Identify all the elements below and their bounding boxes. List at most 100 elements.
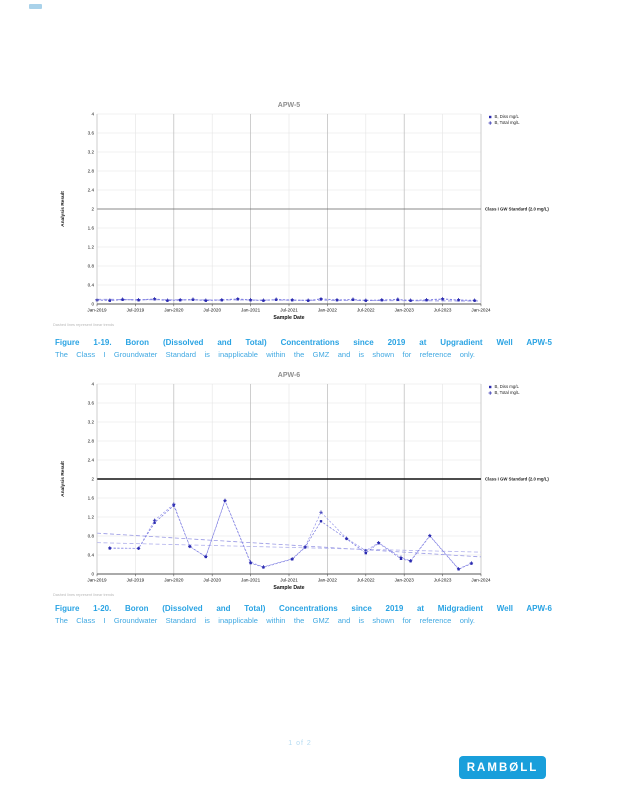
x-tick-label: Jul-2019 — [127, 308, 145, 313]
figure-1-20-caption: Figure 1-20. Boron (Dissolved and Total)… — [55, 603, 552, 626]
plus-marker — [188, 544, 192, 549]
legend-label: B, Diss mg/L — [495, 384, 520, 389]
x-tick-label: Jan-2023 — [395, 308, 415, 313]
plus-marker — [223, 498, 227, 503]
square-marker — [153, 521, 156, 524]
plus-marker — [204, 554, 208, 559]
plus-marker — [178, 298, 182, 302]
plus-marker — [380, 298, 384, 302]
plus-marker — [469, 561, 474, 565]
ramboll-logo-text: RAMBØLL — [466, 761, 539, 774]
plus-marker — [136, 546, 141, 551]
x-tick-label: Jan-2020 — [164, 578, 184, 583]
y-tick-label: 0 — [91, 302, 94, 307]
standard-line-label: Class I GW Standard (2.0 mg/L) — [485, 207, 549, 212]
y-tick-label: 2 — [91, 207, 94, 212]
page-number: 1 of 2 — [288, 740, 312, 747]
plus-marker — [472, 298, 477, 302]
trend-line-1 — [96, 542, 482, 553]
legend: B, Diss mg/LB, Total mg/L — [488, 384, 521, 395]
plus-marker — [152, 297, 157, 301]
square-marker — [364, 551, 367, 555]
plus-marker — [408, 559, 413, 563]
plus-marker — [456, 567, 461, 571]
plus-marker — [108, 298, 112, 302]
plus-marker — [191, 297, 195, 301]
y-tick-label: 2.8 — [88, 169, 95, 174]
y-tick-label: 2.4 — [88, 188, 95, 193]
y-tick-label: 2.8 — [88, 439, 95, 444]
plus-marker — [290, 557, 294, 561]
plus-marker — [428, 533, 432, 538]
y-axis-title: Analysis Result — [60, 461, 66, 497]
x-tick-label: Jan-2022 — [318, 308, 338, 313]
y-tick-label: 2.4 — [88, 458, 95, 463]
chart-footnote: Dashed lines represent linear trends — [53, 593, 114, 597]
x-tick-label: Jan-2021 — [241, 578, 261, 583]
figure-caption-title: Figure 1-19. Boron (Dissolved and Total)… — [55, 338, 552, 347]
plus-marker — [236, 297, 240, 301]
plus-marker — [456, 298, 461, 302]
plus-marker — [408, 298, 413, 302]
corner-artifact — [29, 4, 42, 9]
x-tick-label: Jan-2019 — [87, 308, 107, 313]
y-tick-label: 3.6 — [88, 401, 95, 406]
y-tick-label: 1.6 — [88, 226, 95, 231]
apw6-trend-chart: Class I GW Standard (2.0 mg/L) Jan-2019 Ju… — [53, 372, 549, 597]
plus-marker — [396, 297, 400, 301]
figure-caption-note: The Class I Groundwater Standard is inap… — [55, 616, 475, 625]
plus-marker — [261, 565, 266, 569]
square-marker — [319, 520, 323, 523]
y-tick-label: 4 — [91, 382, 94, 387]
x-tick-label: Jan-2020 — [164, 308, 184, 313]
x-axis-title: Sample Date — [273, 585, 304, 591]
plus-marker — [172, 502, 176, 506]
series-line-1 — [109, 499, 472, 570]
x-tick-label: Jan-2024 — [471, 578, 491, 583]
plus-marker — [120, 297, 125, 301]
plus-marker — [424, 298, 429, 302]
legend-plus-marker — [488, 391, 492, 395]
plus-marker — [204, 298, 208, 302]
plus-marker — [290, 298, 294, 302]
plus-marker — [248, 560, 253, 564]
plus-marker — [335, 298, 339, 302]
legend-label: B, Diss mg/L — [495, 114, 520, 119]
plus-marker — [319, 510, 323, 514]
legend-plus-marker — [488, 121, 492, 125]
figure-1-19-caption: Figure 1-19. Boron (Dissolved and Total)… — [55, 337, 552, 360]
plus-marker — [248, 298, 253, 302]
y-tick-label: 1.6 — [88, 496, 95, 501]
plus-marker — [303, 545, 307, 549]
chart-title: APW-5 — [278, 102, 301, 109]
legend-label: B, Total mg/L — [495, 120, 521, 125]
x-tick-label: Jul-2023 — [434, 308, 452, 313]
y-tick-label: 4 — [91, 112, 94, 117]
x-tick-label: Jul-2021 — [280, 578, 298, 583]
x-tick-label: Jul-2021 — [280, 308, 298, 313]
y-tick-label: 1.2 — [88, 515, 95, 520]
x-tick-label: Jul-2022 — [357, 308, 375, 313]
x-tick-label: Jul-2020 — [203, 308, 221, 313]
plus-marker — [220, 298, 224, 302]
y-axis-title: Analysis Result — [60, 191, 66, 227]
plus-marker — [274, 297, 278, 301]
plus-marker — [136, 298, 141, 302]
y-tick-label: 0.8 — [88, 534, 95, 539]
plus-marker — [399, 555, 403, 560]
y-tick-label: 3.6 — [88, 131, 95, 136]
x-tick-label: Jul-2020 — [203, 578, 221, 583]
legend-square-marker — [489, 115, 492, 119]
apw5-trend-chart: Class I GW Standard (2.0 mg/L) Jan-2019 Ju… — [53, 102, 549, 327]
ramboll-logo: RAMBØLL — [459, 756, 546, 779]
legend-label: B, Total mg/L — [495, 390, 521, 395]
x-tick-label: Jul-2019 — [127, 578, 145, 583]
plus-marker — [364, 298, 368, 302]
y-tick-label: 0.4 — [88, 283, 95, 288]
legend-square-marker — [489, 385, 492, 389]
plus-marker — [351, 297, 355, 301]
plus-marker — [261, 298, 266, 302]
y-tick-label: 0.8 — [88, 264, 95, 269]
y-tick-label: 2 — [91, 477, 94, 482]
x-tick-label: Jan-2019 — [87, 578, 107, 583]
